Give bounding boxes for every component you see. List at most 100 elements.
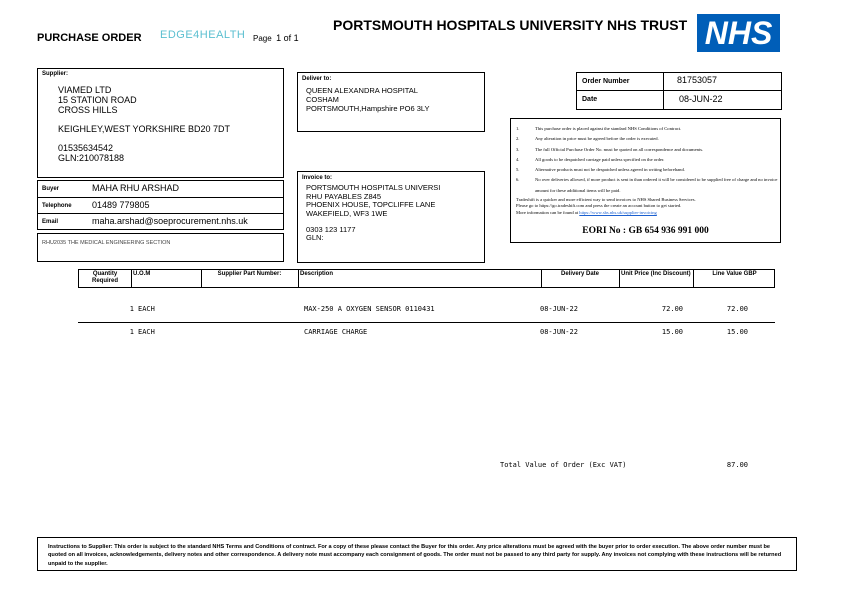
buyer-label: Buyer (42, 186, 60, 192)
cell-qty: 1 (129, 328, 134, 336)
terms-box: 1. This purchase order is placed against … (510, 118, 781, 243)
address-line (58, 115, 230, 124)
deliver-label: Deliver to: (302, 76, 332, 82)
page-label: Page (253, 34, 272, 43)
address-line: PORTSMOUTH,Hampshire PO6 3LY (306, 104, 430, 113)
table-row: 1 EACH MAX-250 A OXYGEN SENSOR 0110431 08-J… (78, 305, 775, 315)
term-number: 6. (516, 177, 520, 183)
total-value: 87.00 (726, 461, 748, 469)
address-line: KEIGHLEY,WEST YORKSHIRE BD20 7DT (58, 124, 231, 134)
term-item: 2. Any alteration in price must be agreed… (511, 134, 780, 144)
supplier-address: VIAMED LTD 15 STATION ROAD CROSS HILLS KEIG… (58, 85, 230, 163)
total-label: Total Value of Order (Exc VAT) (500, 461, 627, 469)
tradeshift-line: Please go to https://go.tradeshift.com a… (516, 203, 682, 209)
cell-unit: 15.00 (661, 328, 683, 336)
cell-line: 15.00 (726, 328, 748, 336)
address-line: CROSS HILLS (58, 105, 118, 115)
cell-unit: 72.00 (661, 305, 683, 313)
order-number: 81753057 (677, 75, 718, 85)
address-line: WAKEFIELD, WF3 1WE (306, 208, 388, 218)
header-unit-price: Unit Price (Inc Discount) (621, 271, 691, 277)
header-uom: U.O.M (133, 271, 151, 277)
order-info-table: Order Number 81753057 Date 08-JUN-22 (576, 72, 782, 110)
address-line (58, 134, 230, 143)
cell-uom: EACH (138, 305, 155, 313)
date-label: Date (582, 96, 598, 103)
row-divider (78, 322, 775, 323)
supplier-instructions-box: Instructions to Supplier: This order is … (37, 537, 797, 571)
cell-qty: 1 (129, 305, 134, 313)
buyer-box: Buyer MAHA RHU ARSHAD Telephone 01489 77… (37, 180, 284, 230)
term-item: 1. This purchase order is placed against … (511, 124, 780, 134)
page-indicator: Page 1 of 1 (253, 33, 299, 43)
cell-desc: CARRIAGE CHARGE (304, 328, 368, 336)
header-line-value: Line Value GBP (712, 271, 757, 277)
address-line: 01535634542 (58, 143, 114, 153)
header-delivery-date: Delivery Date (560, 271, 600, 277)
cell-line: 72.00 (726, 305, 748, 313)
address-line: VIAMED LTD (58, 85, 112, 95)
section-note: RHU2035 THE MEDICAL ENGINEERING SECTION (42, 240, 171, 246)
address-line: GLN: (306, 233, 324, 243)
table-header: Quantity Required U.O.M Supplier Part Numb… (78, 269, 775, 288)
order-date: 08-JUN-22 (679, 94, 723, 104)
nhs-logo: NHS (697, 14, 780, 52)
term-number: 3. (516, 146, 520, 152)
deliver-box: Deliver to: QUEEN ALEXANDRA HOSPITAL COSH… (297, 72, 485, 132)
term-text: Alternative products must not be despatc… (535, 167, 685, 173)
supplier-instructions: Instructions to Supplier: This order is … (48, 544, 782, 567)
address-line: RHU PAYABLES Z845 (306, 191, 382, 201)
term-text: Any alteration in price must be agreed b… (535, 136, 659, 142)
address-line: PHOENIX HOUSE, TOPCLIFFE LANE (306, 200, 436, 210)
invoicing-link[interactable]: https://www.sbs.nhs.uk/supplier-invoicin… (579, 209, 657, 215)
address-line: COSHAM (306, 95, 339, 104)
telephone-label: Telephone (42, 203, 72, 209)
term-item: 4. All goods to be despatched carriage pa… (511, 155, 780, 165)
address-line: GLN:210078188 (58, 153, 125, 163)
term-item: 6. No over deliveries allowed, if more pr… (511, 175, 780, 196)
term-item: 5. Alternative products must not be despa… (511, 165, 780, 175)
deliver-address: QUEEN ALEXANDRA HOSPITAL COSHAM PORTSMOUTH… (306, 86, 430, 113)
more-info-text: More information can be found at (516, 209, 579, 215)
cell-desc: MAX-250 A OXYGEN SENSOR 0110431 (304, 305, 435, 313)
term-number: 5. (516, 167, 520, 173)
term-text: All goods to be despatched carriage paid… (535, 156, 665, 162)
tradeshift-info: Tradeshift is a quicker and more efficie… (516, 197, 696, 216)
email-value: maha.arshad@soeprocurement.nhs.uk (92, 216, 248, 226)
buyer-name: MAHA RHU ARSHAD (92, 183, 180, 193)
address-line: QUEEN ALEXANDRA HOSPITAL (306, 86, 418, 95)
header-description: Description (300, 271, 334, 277)
term-number: 2. (516, 136, 520, 142)
email-label: Email (42, 219, 59, 225)
invoice-label: Invoice to: (302, 175, 333, 181)
tradeshift-line: Tradeshift is a quicker and more efficie… (516, 197, 696, 202)
trust-name: PORTSMOUTH HOSPITALS UNIVERSITY NHS TRUS… (333, 17, 688, 33)
supplier-box: Supplier: VIAMED LTD 15 STATION ROAD CROSS… (37, 68, 284, 178)
term-number: 4. (516, 156, 520, 162)
section-note-box: RHU2035 THE MEDICAL ENGINEERING SECTION (37, 233, 284, 262)
cell-date: 08-JUN-22 (540, 305, 578, 313)
supplier-label: Supplier: (42, 71, 69, 77)
invoice-box: Invoice to: PORTSMOUTH HOSPITALS UNIVERS… (297, 171, 485, 263)
terms-list: 1. This purchase order is placed against … (511, 124, 780, 196)
cell-uom: EACH (138, 328, 155, 336)
telephone-value: 01489 779805 (92, 200, 150, 210)
cell-date: 08-JUN-22 (540, 328, 578, 336)
table-row: 1 EACH CARRIAGE CHARGE 08-JUN-22 15.00 15.00 (78, 328, 775, 338)
term-text: The full Official Purchase Order No. mus… (535, 146, 704, 152)
document-title: PURCHASE ORDER (37, 32, 142, 44)
term-text: No over deliveries allowed, if more prod… (535, 177, 778, 193)
order-number-label: Order Number (582, 78, 630, 85)
address-line: 15 STATION ROAD (58, 95, 137, 105)
invoice-address: PORTSMOUTH HOSPITALS UNIVERSI RHU PAYABLE… (306, 183, 441, 243)
term-item: 3. The full Official Purchase Order No. m… (511, 145, 780, 155)
eori-number: EORI No : GB 654 936 991 000 (582, 226, 709, 236)
address-line: 0303 123 1177 (306, 224, 356, 234)
term-text: This purchase order is placed against th… (535, 126, 682, 131)
page-value: 1 of 1 (276, 33, 299, 43)
header-quantity: Quantity Required (91, 271, 118, 284)
term-number: 1. (516, 126, 520, 131)
edge4health-logo: EDGE4HEALTH (160, 29, 246, 41)
address-line: PORTSMOUTH HOSPITALS UNIVERSI (306, 183, 441, 192)
header-part-number: Supplier Part Number: (217, 271, 282, 277)
